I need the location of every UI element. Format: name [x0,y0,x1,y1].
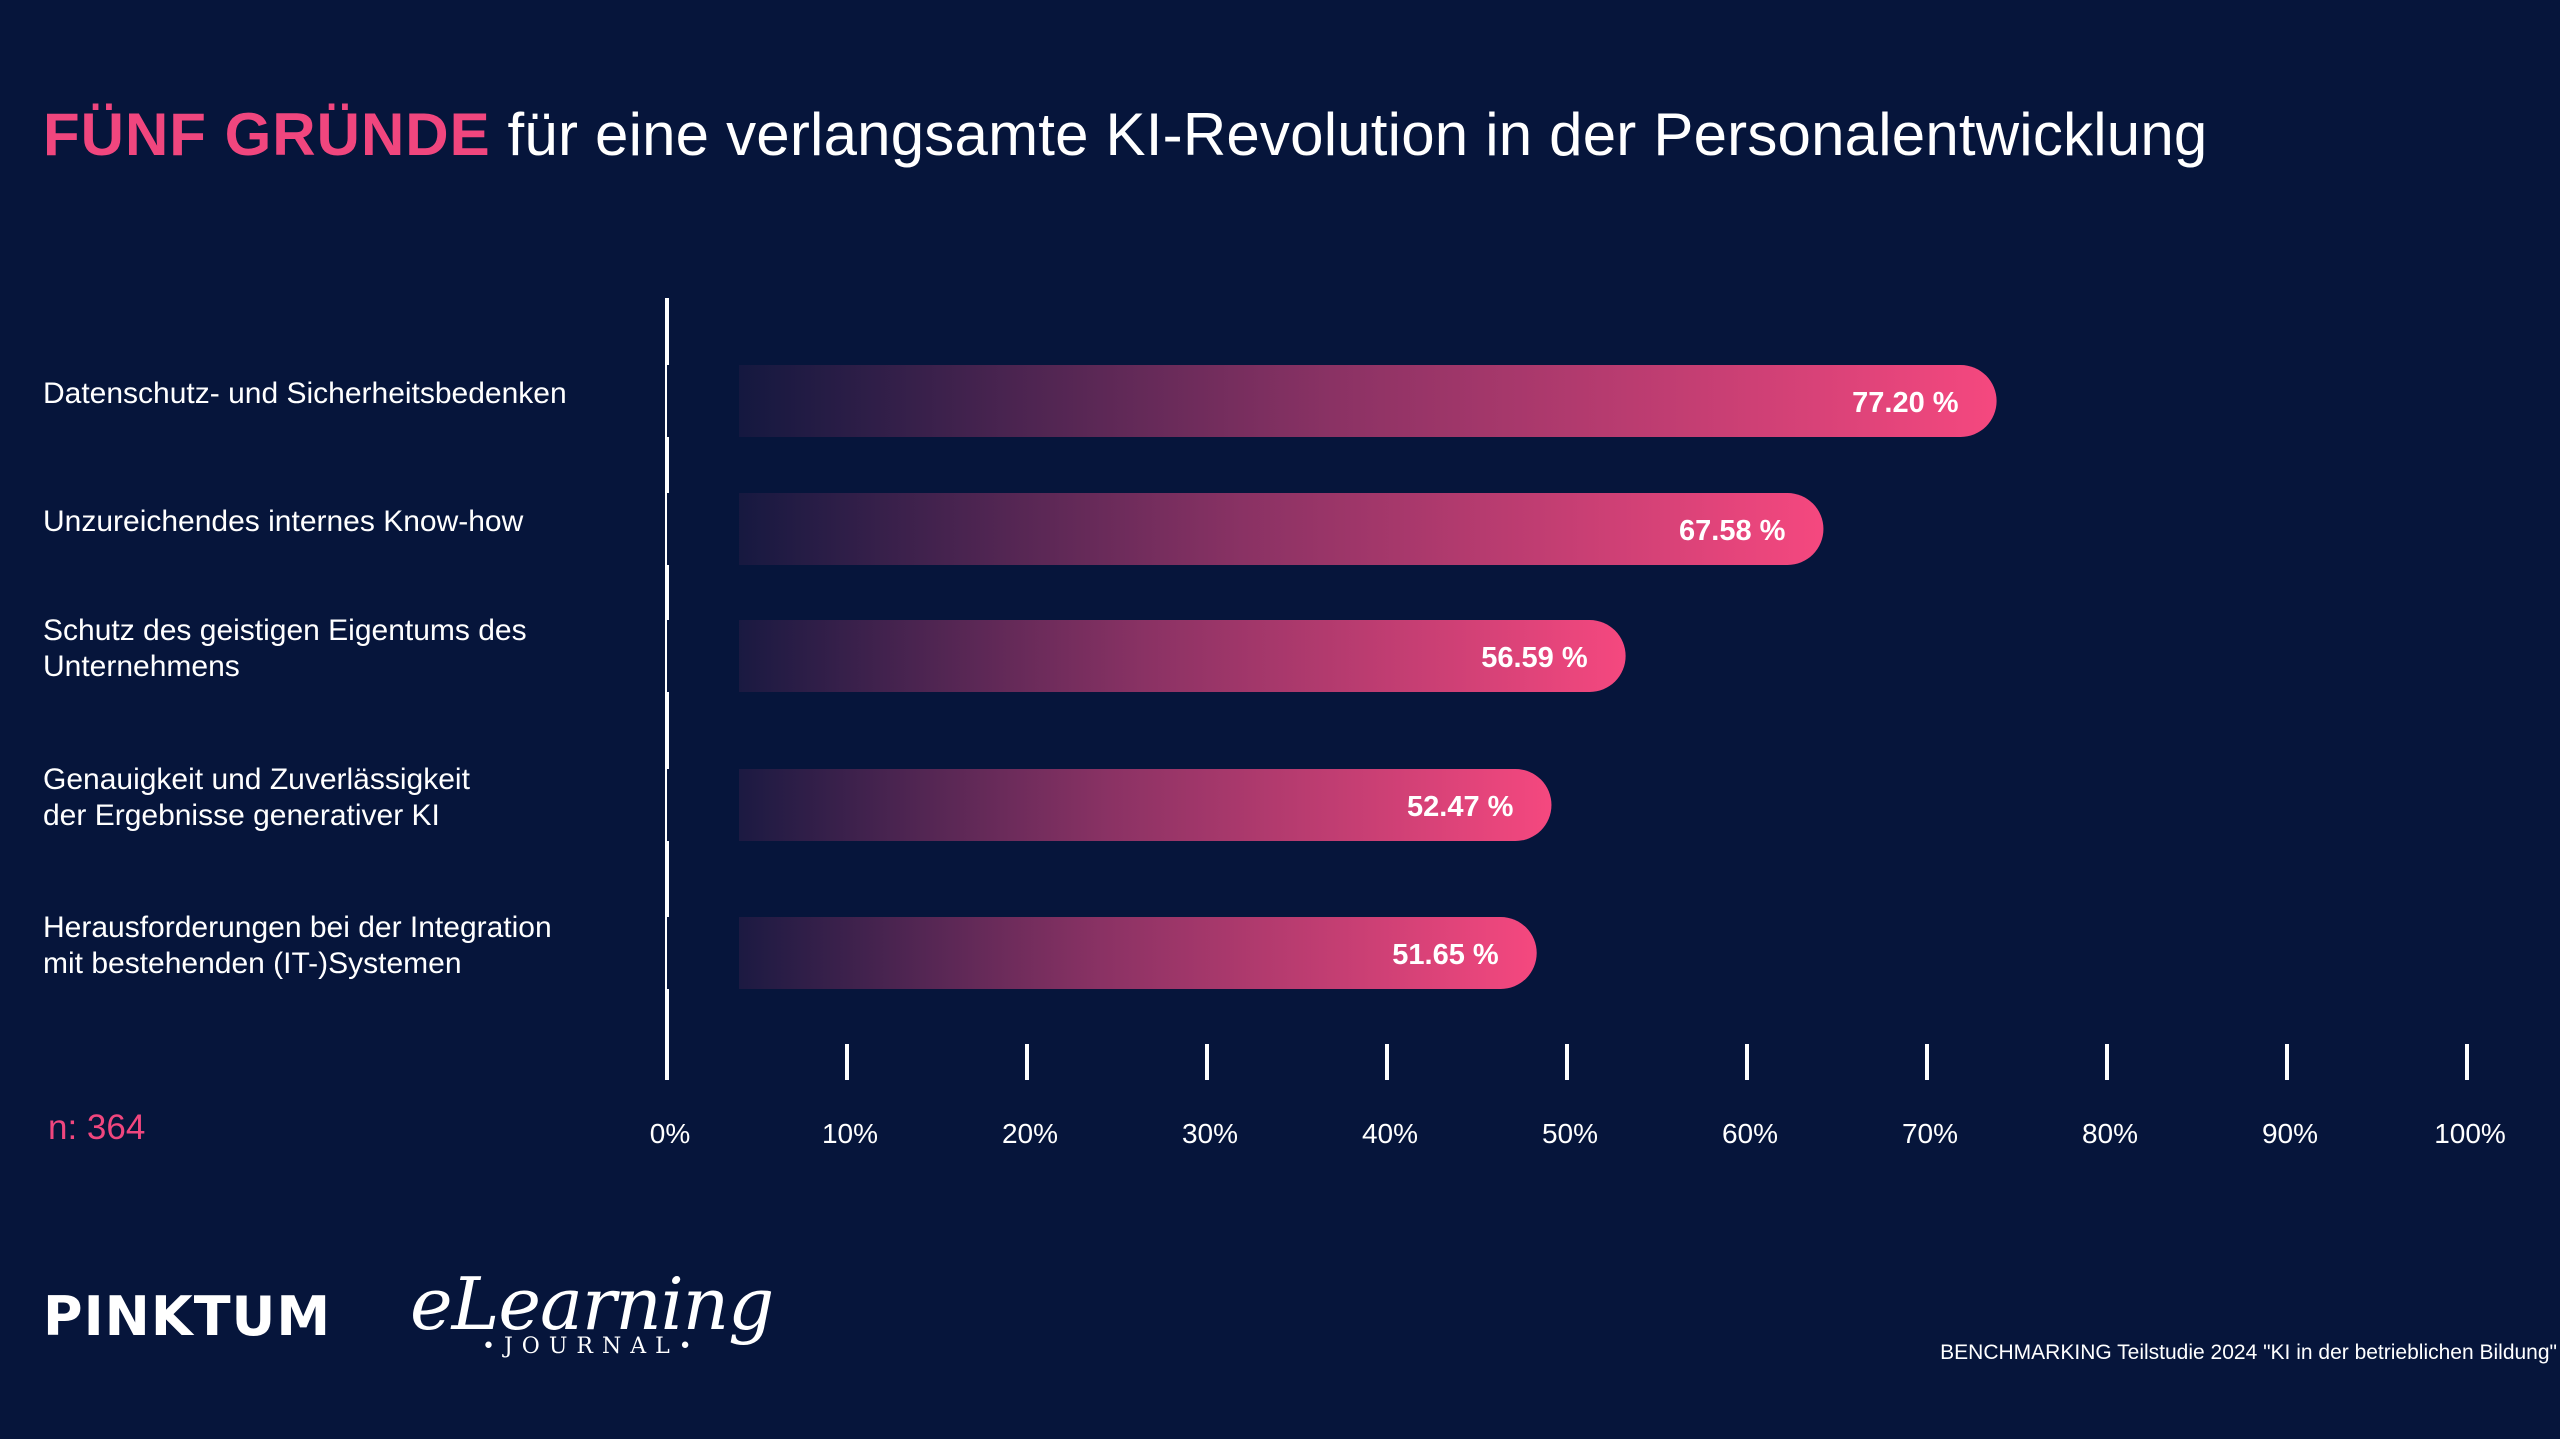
value-label-3: 56.59 % [1481,642,1588,674]
bar-5-left-edge [667,917,739,989]
bar-3-left-edge [667,620,739,692]
bar-4-left-edge [667,769,739,841]
title-rest: für eine verlangsamte KI-Revolution in d… [490,101,2208,168]
chart-title: FÜNF GRÜNDE für eine verlangsamte KI-Rev… [43,100,2207,169]
x-tick-label-30%: 30% [1182,1118,1238,1149]
bar-2 [667,493,1824,565]
x-tick-label-10%: 10% [822,1118,878,1149]
category-label-3-line-2: Unternehmens [43,650,240,683]
bar-4 [667,769,1552,841]
bar-5 [667,917,1537,989]
x-tick-label-90%: 90% [2262,1118,2318,1149]
bar-1 [667,365,1997,437]
elearning-logo-main: eLearning [410,1262,774,1346]
category-label-2-line-1: Unzureichendes internes Know-how [43,505,524,538]
category-label-4-line-1: Genauigkeit und Zuverlässigkeit [43,763,471,796]
pinktum-logo: PINKTUM [43,1285,332,1348]
bar-3 [667,620,1626,692]
bar-1-left-edge [667,365,739,437]
x-tick-label-80%: 80% [2082,1118,2138,1149]
category-label-5-line-1: Herausforderungen bei der Integration [43,911,552,944]
elearning-logo-sub: •JOURNAL• [482,1334,701,1359]
sample-size-label: n: 364 [48,1108,146,1147]
value-label-1: 77.20 % [1852,387,1959,419]
value-label-5: 51.65 % [1392,939,1499,971]
category-label-5-line-2: mit bestehenden (IT-)Systemen [43,947,462,980]
category-label-4-line-2: der Ergebnisse generativer KI [43,799,440,832]
category-label-1-line-1: Datenschutz- und Sicherheitsbedenken [43,377,567,410]
x-tick-label-20%: 20% [1002,1118,1058,1149]
source-note: BENCHMARKING Teilstudie 2024 "KI in der … [1940,1341,2557,1364]
x-tick-label-40%: 40% [1362,1118,1418,1149]
elearning-journal-logo: eLearning •JOURNAL• [410,1262,774,1359]
x-tick-label-60%: 60% [1722,1118,1778,1149]
category-label-3-line-1: Schutz des geistigen Eigentums des [43,614,527,647]
bar-2-left-edge [667,493,739,565]
x-tick-label-0%: 0% [650,1118,690,1149]
x-axis-ticks: 0% 10% 20% 30% 40% 50% 60% 70% 80% 90% 100% [650,1044,2506,1149]
title-highlight: FÜNF GRÜNDE [43,101,491,168]
value-label-2: 67.58 % [1679,515,1786,547]
category-labels: Datenschutz- und Sicherheitsbedenken Unzu… [43,377,567,980]
x-tick-label-70%: 70% [1902,1118,1958,1149]
value-label-4: 52.47 % [1407,791,1514,823]
x-tick-label-100%: 100% [2434,1118,2506,1149]
bars-group: 77.20 % 67.58 % 56.59 % 52.47 % 51.65 % [667,365,1997,989]
x-tick-label-50%: 50% [1542,1118,1598,1149]
